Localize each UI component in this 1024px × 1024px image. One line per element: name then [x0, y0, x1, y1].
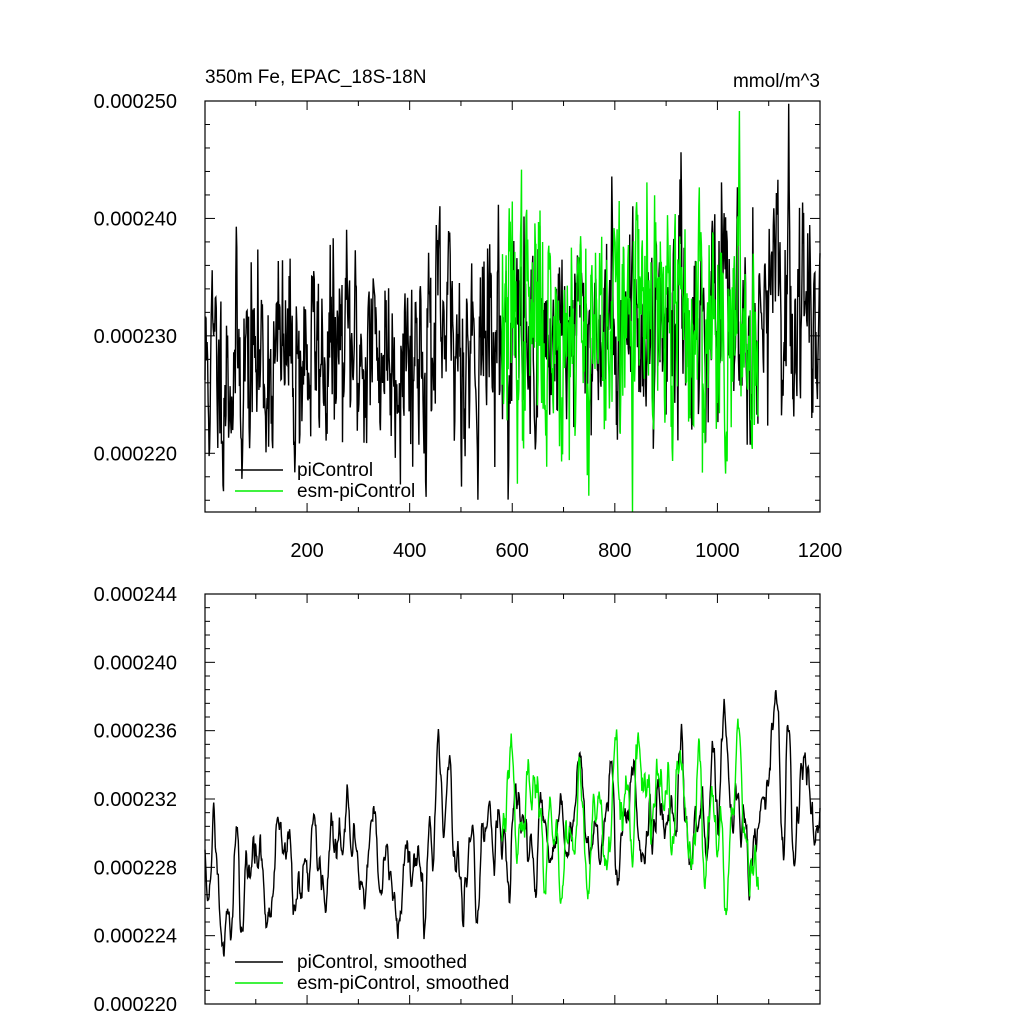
x-tick-label: 1200 [798, 540, 843, 562]
bottom-plot-area: 0.000220 0.000224 0.000228 0.000232 0.000236… [94, 584, 821, 1016]
legend-label: esm-piControl [297, 481, 415, 502]
x-tick-label: 1000 [695, 540, 740, 562]
x-tick-label: 600 [496, 540, 529, 562]
bottom-panel: 0.000220 0.000224 0.000228 0.000232 0.000236… [94, 584, 821, 1016]
units-label: mmol/m^3 [733, 71, 820, 92]
series-line-1 [204, 690, 821, 957]
x-tick-label: 800 [598, 540, 631, 562]
series-line-2 [501, 110, 760, 513]
y-tick-label: 0.000236 [94, 721, 177, 743]
y-tick-label: 0.000244 [94, 584, 177, 606]
plot-frame [204, 593, 821, 1005]
series-line-2 [501, 718, 760, 916]
legend-label: esm-piControl, smoothed [297, 973, 509, 994]
legend-label: piControl, smoothed [297, 952, 467, 973]
x-tick-label: 400 [393, 540, 426, 562]
y-tick-label: 0.000220 [94, 994, 177, 1016]
y-tick-label: 0.000228 [94, 857, 177, 879]
x-tick-label: 200 [290, 540, 323, 562]
legend-label: piControl [297, 460, 373, 481]
chart-title: 350m Fe, EPAC_18S-18N [205, 67, 426, 88]
y-tick-label: 0.000250 [94, 91, 177, 113]
top-panel: 350m Fe, EPAC_18S-18N mmol/m^3 200 400 600… [94, 67, 843, 562]
y-tick-label: 0.000224 [94, 926, 177, 948]
y-tick-label: 0.000220 [94, 443, 177, 465]
top-plot-area: 200 400 600 800 1000 1200 0.000220 0.000230 0.00… [94, 91, 843, 562]
y-tick-label: 0.000240 [94, 652, 177, 674]
y-tick-label: 0.000240 [94, 208, 177, 230]
y-tick-label: 0.000232 [94, 789, 177, 811]
y-tick-label: 0.000230 [94, 326, 177, 348]
